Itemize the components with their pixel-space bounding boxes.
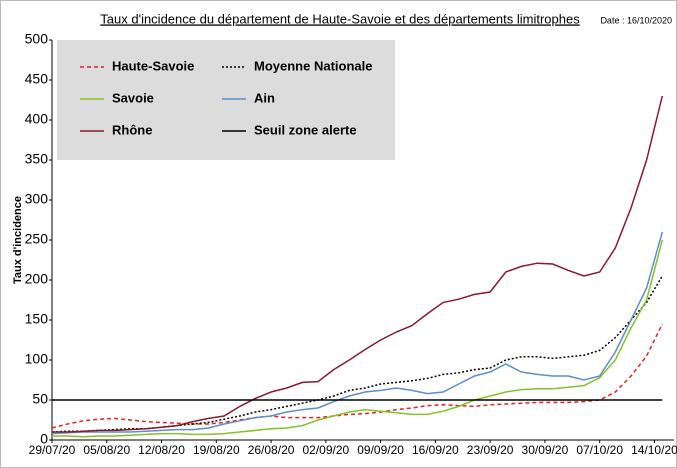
y-tick-label: 200	[25, 271, 49, 287]
y-tick-label: 300	[25, 191, 49, 207]
legend-label: Haute-Savoie	[112, 58, 194, 73]
legend-label: Moyenne Nationale	[254, 58, 372, 73]
chart-title: Taux d'incidence du département de Haute…	[100, 11, 580, 26]
legend-label: Seuil zone alerte	[254, 122, 357, 137]
y-tick-label: 350	[25, 151, 49, 167]
legend-label: Savoie	[112, 90, 154, 105]
x-tick-label: 30/09/20	[522, 443, 569, 457]
x-tick-label: 07/10/20	[576, 443, 623, 457]
date-note: Date : 16/10/2020	[600, 15, 672, 25]
y-tick-label: 150	[25, 311, 49, 327]
y-axis-label: Taux d'incidence	[12, 196, 24, 284]
y-tick-label: 400	[25, 111, 49, 127]
y-tick-label: 500	[25, 31, 49, 47]
y-tick-label: 450	[25, 71, 49, 87]
series-line	[51, 323, 663, 429]
legend-box	[57, 40, 395, 160]
legend-label: Ain	[254, 90, 275, 105]
series-line	[52, 95, 664, 433]
x-tick-label: 23/09/20	[467, 443, 514, 457]
x-tick-label: 26/08/20	[248, 443, 295, 457]
series-line	[51, 231, 664, 435]
x-tick-label: 12/08/20	[138, 443, 185, 457]
x-tick-label: 09/09/20	[357, 443, 404, 457]
x-tick-label: 05/08/20	[83, 443, 130, 457]
x-tick-label: 29/07/20	[29, 443, 76, 457]
x-tick-label: 14/10/20	[631, 443, 677, 457]
x-tick-label: 16/09/20	[412, 443, 459, 457]
x-tick-label: 02/09/20	[302, 443, 349, 457]
y-tick-label: 100	[25, 351, 49, 367]
x-tick-label: 19/08/20	[193, 443, 240, 457]
series-line	[52, 239, 664, 438]
legend-label: Rhône	[112, 122, 152, 137]
y-tick-label: 250	[25, 231, 49, 247]
y-tick-label: 50	[32, 391, 48, 407]
y-tick-label: 0	[40, 431, 48, 447]
